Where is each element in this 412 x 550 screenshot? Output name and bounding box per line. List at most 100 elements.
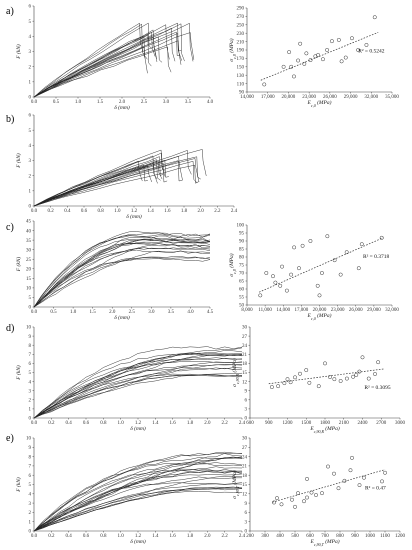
data-point — [308, 58, 313, 63]
x-tick-label: 4.5 — [207, 310, 214, 315]
data-point — [364, 43, 369, 47]
series-curve — [33, 243, 211, 308]
x-tick-label: 3.0 — [148, 310, 155, 315]
series-curve — [33, 29, 157, 98]
series-curve — [33, 239, 211, 308]
x-tick-label: 1.2 — [135, 421, 142, 426]
y-tick-label: 7 — [29, 465, 32, 470]
y-tick-label: 1 — [29, 408, 32, 413]
x-tick-label: 1.2 — [135, 534, 142, 539]
y-tick-label: 0 — [245, 530, 248, 535]
x-tick-label: 1.8 — [181, 209, 188, 214]
data-point — [258, 293, 263, 298]
y-tick-label: 5 — [29, 371, 32, 376]
data-point — [305, 495, 309, 500]
x-tick-label: 0.2 — [48, 421, 55, 426]
series-curve — [33, 247, 211, 308]
series-curve — [33, 156, 201, 207]
data-point — [332, 377, 337, 382]
x-tick-label: 2.4 — [239, 534, 246, 539]
x-tick-label: 32,000 — [385, 308, 399, 313]
x-axis-title: δ (mm) — [130, 538, 146, 545]
x-tick-label: 26,000 — [349, 308, 363, 313]
x-tick-label: 2.2 — [214, 209, 221, 214]
data-point — [293, 375, 297, 380]
y-tick-label: 6 — [245, 511, 248, 516]
series-curve — [33, 466, 243, 532]
series-curve — [33, 242, 211, 308]
chart-c-strength-vs-modulus: 8,000 11,000 14,000 17,000 20,000 23,000 26,00… — [228, 224, 399, 322]
y-tick-label: 18 — [242, 362, 248, 367]
data-point — [305, 476, 309, 481]
x-tick-label: 1.4 — [152, 534, 159, 539]
y-tick-label: 8 — [29, 344, 32, 349]
x-tick-label: 0.8 — [100, 534, 107, 539]
y-tick-label: 4 — [29, 380, 32, 385]
data-point — [276, 384, 281, 389]
y-axis-title: σc,90,T (MPa) — [231, 470, 241, 499]
data-point — [336, 37, 341, 42]
data-point — [357, 369, 362, 374]
x-tick-label: 2.0 — [198, 209, 205, 214]
series-curve — [33, 46, 172, 98]
x-tick-label: 0.4 — [66, 421, 73, 426]
y-tick-label: 190 — [237, 49, 245, 54]
data-point — [348, 468, 353, 473]
x-tick-label: 3.5 — [185, 100, 192, 105]
data-point — [275, 496, 279, 501]
data-point — [288, 380, 293, 385]
y-tick-label: 3 — [29, 159, 32, 164]
y-tick-label: 6 — [29, 114, 32, 119]
series-curve — [33, 160, 183, 207]
x-tick-label: 1.0 — [70, 310, 77, 315]
x-tick-label: 2.5 — [141, 100, 148, 105]
y-tick-label: 90 — [239, 240, 245, 245]
series-curve — [33, 364, 243, 419]
panel-label-e: e) — [6, 433, 14, 444]
data-point — [344, 250, 349, 255]
y-tick-label: 21 — [242, 353, 248, 358]
y-axis-title: F (kN) — [15, 153, 22, 169]
y-tick-label: 9 — [29, 446, 32, 451]
data-point — [325, 48, 330, 52]
chart-b-force-deflection: 0.0 0.2 0.4 0.6 0.8 1.0 1.2 1.4 1.6 1.8 2.0 2.2 2.4 0… — [15, 114, 238, 220]
data-point — [290, 497, 294, 502]
data-point — [271, 274, 275, 279]
x-axis-title: Ec,90,R (MPa) — [309, 425, 339, 435]
x-tick-label: 500 — [291, 534, 299, 539]
y-tick-label: 12 — [242, 493, 248, 498]
x-tick-label: 1.5 — [97, 100, 104, 105]
data-point — [321, 57, 325, 62]
y-tick-label: 150 — [237, 66, 245, 71]
x-tick-label: 900 — [265, 421, 273, 426]
data-point — [320, 491, 324, 496]
series-curve — [33, 40, 182, 98]
data-point — [338, 272, 343, 277]
y-tick-label: 5 — [29, 296, 32, 301]
series-curve — [33, 372, 243, 419]
chart-d-strength-vs-modulus: 600 900 1200 1500 1800 2100 2400 2700 3000 0 3 6 9 12… — [231, 326, 406, 435]
x-tick-label: 0.6 — [83, 534, 90, 539]
data-point — [350, 455, 354, 460]
data-point — [380, 479, 384, 484]
x-tick-label: 32,000 — [364, 95, 378, 100]
y-tick-label: 18 — [242, 474, 248, 479]
data-point — [300, 243, 305, 248]
y-tick-label: 3 — [245, 408, 248, 413]
y-tick-label: 6 — [245, 399, 248, 404]
series-curve — [33, 165, 152, 207]
x-tick-label: 1000 — [365, 534, 376, 539]
series-curve — [33, 352, 243, 419]
y-tick-label: 27 — [242, 446, 248, 451]
x-tick-label: 2.0 — [204, 421, 211, 426]
series-curve — [33, 235, 211, 308]
series-curve — [33, 470, 243, 532]
data-point — [325, 234, 330, 239]
series-curve — [33, 373, 243, 419]
x-tick-label: 600 — [306, 534, 314, 539]
x-tick-label: 0.5 — [53, 100, 60, 105]
y-tick-label: 100 — [237, 224, 245, 229]
data-point — [323, 361, 327, 366]
y-tick-label: 50 — [239, 304, 245, 309]
x-tick-label: 0.4 — [64, 209, 71, 214]
